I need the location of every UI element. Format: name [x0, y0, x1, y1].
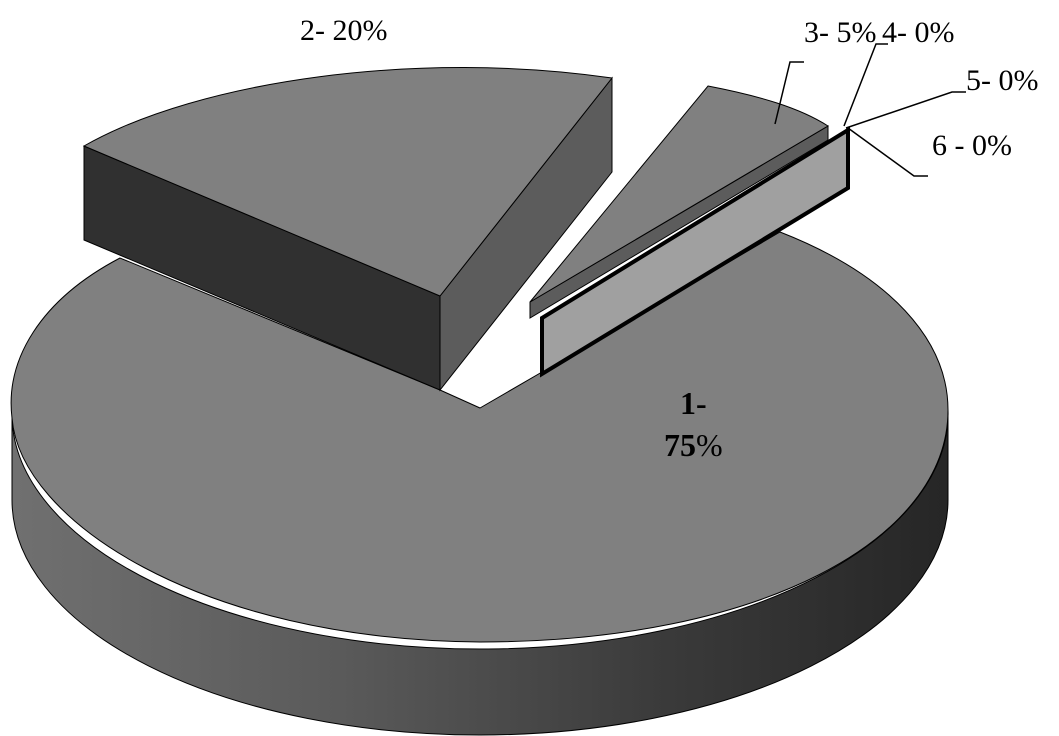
slice-2-top	[82, 67, 613, 297]
label-slice-1-line2: 75%	[664, 427, 723, 463]
slice-1-side	[11, 409, 949, 736]
leader-line-3	[774, 61, 804, 125]
label-slice-4: 4- 0%	[882, 16, 954, 49]
label-slice-5: 5- 0%	[966, 64, 1038, 97]
label-slice-2: 2- 20%	[300, 14, 387, 47]
label-slice-3: 3- 5%	[804, 16, 876, 49]
slice-3-top	[529, 85, 829, 303]
leader-line-6	[847, 127, 928, 177]
label-slice-1-percent: %	[696, 427, 723, 463]
leader-line-5	[845, 91, 966, 129]
leader-line-4	[843, 43, 888, 127]
label-slice-6: 6 - 0%	[932, 129, 1012, 162]
slice-6-sliver	[540, 126, 850, 378]
slice-1-top	[10, 231, 949, 643]
label-slice-1-value: 75	[664, 427, 696, 463]
label-slice-1-line1: 1-	[680, 385, 707, 421]
